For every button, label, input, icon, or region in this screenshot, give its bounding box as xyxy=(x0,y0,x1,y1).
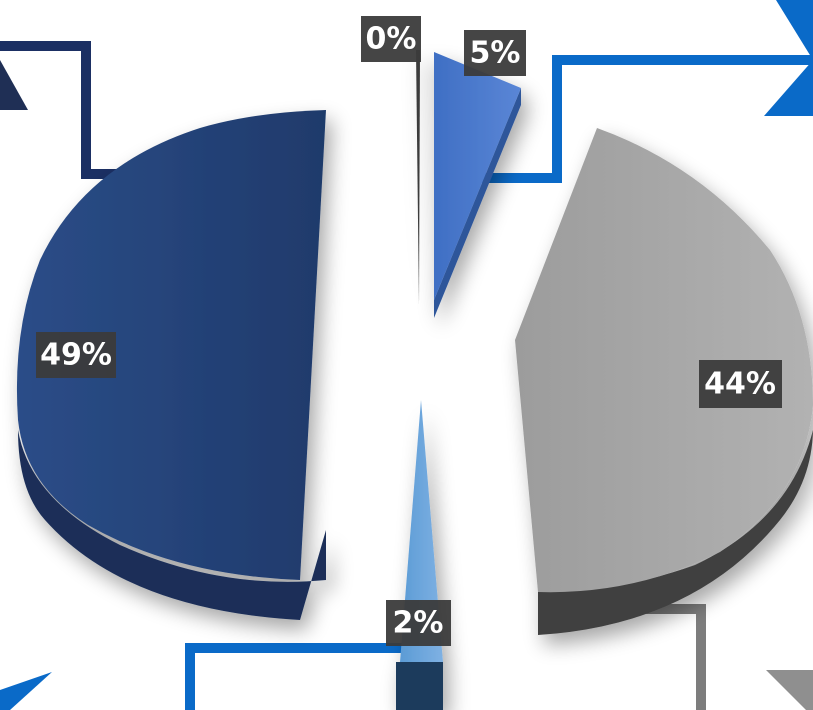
leader-line-bottom-left xyxy=(185,643,408,710)
slice-5-side xyxy=(434,88,521,318)
corner-top-right xyxy=(776,0,813,60)
slice-44-top xyxy=(515,128,813,593)
slice-49-top xyxy=(16,110,327,580)
data-label-0-percent-text: 0% xyxy=(366,22,417,57)
slice-44-percent xyxy=(515,128,813,635)
pie-slices xyxy=(16,50,813,710)
data-label-0-percent: 0% xyxy=(361,16,421,62)
corner-bottom-left xyxy=(0,672,52,710)
data-label-2-percent-text: 2% xyxy=(393,606,444,641)
data-label-49-percent-text: 49% xyxy=(40,338,112,373)
corner-top-left xyxy=(0,60,28,110)
leader-lines xyxy=(0,41,813,710)
data-label-5-percent-text: 5% xyxy=(470,36,521,71)
slice-2-percent xyxy=(396,400,443,710)
slice-0-percent xyxy=(416,50,420,305)
slice-2-side xyxy=(396,662,443,710)
data-labels: 0% 5% 49% 44% 2% xyxy=(36,16,782,646)
corner-top-right-lower xyxy=(764,60,813,116)
slice-5-top xyxy=(434,52,521,300)
slice-2-top xyxy=(400,400,443,662)
data-label-49-percent: 49% xyxy=(36,332,116,378)
data-label-5-percent: 5% xyxy=(464,30,526,76)
slice-5-percent xyxy=(434,52,521,318)
slice-49-side xyxy=(18,430,326,620)
leader-line-top-right xyxy=(482,55,813,183)
slice-0-top xyxy=(416,50,420,305)
slice-49-percent xyxy=(16,110,327,620)
corner-bottom-right xyxy=(766,670,813,710)
data-label-44-percent-text: 44% xyxy=(704,367,776,402)
data-label-44-percent: 44% xyxy=(699,360,782,408)
slice-44-side xyxy=(538,430,813,635)
data-label-2-percent: 2% xyxy=(386,600,451,646)
